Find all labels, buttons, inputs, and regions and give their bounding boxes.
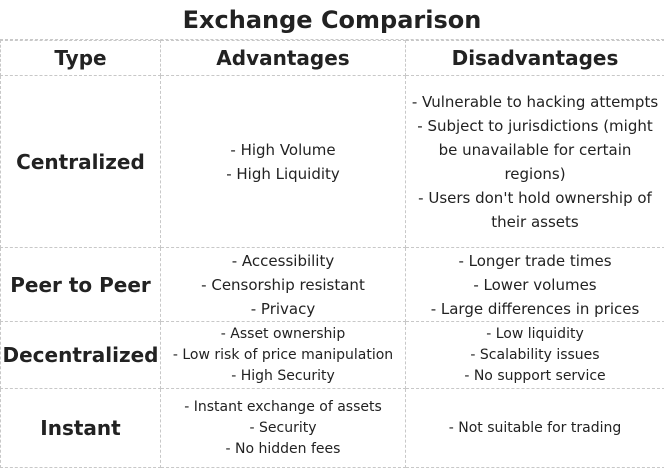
list-item: - Low liquidity: [407, 324, 663, 345]
disadvantages-cell: - Longer trade times- Lower volumes- Lar…: [406, 248, 664, 322]
type-cell: Peer to Peer: [1, 248, 161, 322]
table-body: Centralized- High Volume- High Liquidity…: [1, 76, 664, 468]
disadvantages-cell: - Vulnerable to hacking attempts- Subjec…: [406, 76, 664, 248]
list-item: - Lower volumes: [407, 273, 663, 297]
table-row: Peer to Peer- Accessibility- Censorship …: [1, 248, 664, 322]
list-item: - Accessibility: [162, 249, 404, 273]
advantages-cell: - Instant exchange of assets- Security- …: [161, 389, 406, 468]
header-cell: Type: [1, 41, 161, 76]
table-row: Decentralized- Asset ownership- Low risk…: [1, 322, 664, 389]
list-item: - High Security: [162, 366, 404, 387]
table-row: Instant- Instant exchange of assets- Sec…: [1, 389, 664, 468]
list-item: - Censorship resistant: [162, 273, 404, 297]
type-cell: Instant: [1, 389, 161, 468]
list-item: - Not suitable for trading: [407, 418, 663, 439]
list-item: - Low risk of price manipulation: [162, 345, 404, 366]
list-item: - High Volume: [162, 138, 404, 162]
header-cell: Disadvantages: [406, 41, 664, 76]
list-item: - Security: [162, 418, 404, 439]
advantages-cell: - High Volume- High Liquidity: [161, 76, 406, 248]
disadvantages-cell: - Not suitable for trading: [406, 389, 664, 468]
list-item: - No support service: [407, 366, 663, 387]
list-item: - Asset ownership: [162, 324, 404, 345]
list-item: - Subject to jurisdictions (might be una…: [407, 114, 663, 186]
list-item: - High Liquidity: [162, 162, 404, 186]
list-item: - Longer trade times: [407, 249, 663, 273]
title: Exchange Comparison: [0, 0, 664, 40]
list-item: - No hidden fees: [162, 439, 404, 460]
header-cell: Advantages: [161, 41, 406, 76]
disadvantages-cell: - Low liquidity- Scalability issues- No …: [406, 322, 664, 389]
list-item: - Privacy: [162, 297, 404, 321]
list-item: - Scalability issues: [407, 345, 663, 366]
type-cell: Decentralized: [1, 322, 161, 389]
advantages-cell: - Accessibility- Censorship resistant- P…: [161, 248, 406, 322]
type-cell: Centralized: [1, 76, 161, 248]
list-item: - Instant exchange of assets: [162, 397, 404, 418]
list-item: - Users don't hold ownership of their as…: [407, 186, 663, 234]
list-item: - Large differences in prices: [407, 297, 663, 321]
table-row: Centralized- High Volume- High Liquidity…: [1, 76, 664, 248]
list-item: - Vulnerable to hacking attempts: [407, 90, 663, 114]
advantages-cell: - Asset ownership- Low risk of price man…: [161, 322, 406, 389]
